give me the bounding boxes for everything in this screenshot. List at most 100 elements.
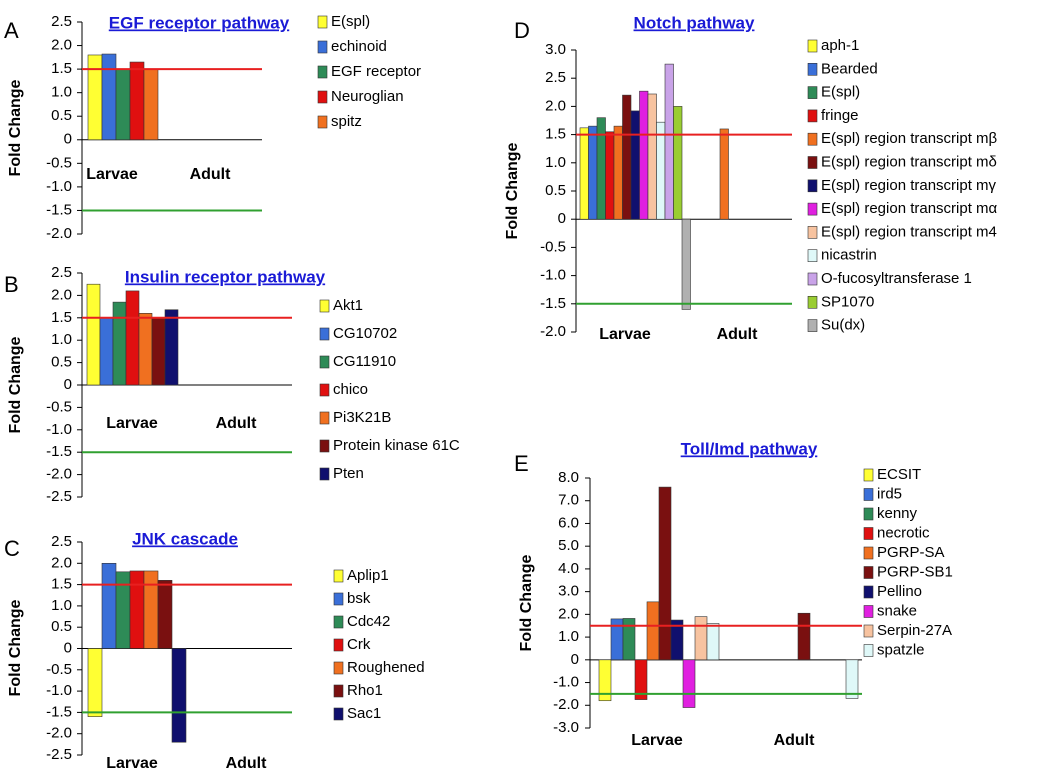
legend-entry: necrotic (877, 524, 930, 541)
y-tick-label: -2.0 (46, 466, 72, 483)
y-tick-label: 2.0 (51, 286, 72, 303)
legend-swatch (863, 585, 874, 599)
bar-pten-larvae (164, 309, 179, 386)
chart-title: EGF receptor pathway (109, 13, 290, 32)
y-tick-label: 1.5 (51, 60, 72, 77)
bar-e-spl-region-transcript-m--larvae (613, 125, 623, 220)
bar-e-spl-region-transcript-m4-larvae (647, 93, 657, 220)
legend-swatch (807, 132, 818, 146)
bar-pgrp-sb1-larvae (658, 486, 672, 661)
bar-bsk-larvae (101, 562, 117, 649)
bar-o-fucosyltransferase-1-larvae (664, 63, 674, 220)
bar-necrotic-larvae (634, 659, 648, 700)
legend-entry: aph-1 (821, 37, 859, 54)
legend-entry: O-fucosyltransferase 1 (821, 270, 972, 287)
legend-swatch (863, 507, 874, 521)
legend-entry: ECSIT (877, 466, 921, 483)
legend-entry: Cdc42 (347, 613, 390, 630)
y-tick-label: -1.0 (46, 178, 72, 195)
panel-B: B Insulin receptor pathway 2.5 2.0 1.5 1.0 0.5… (4, 264, 460, 505)
chart-title: Notch pathway (634, 13, 755, 32)
bar-spatzle-larvae (706, 623, 720, 661)
legend-swatch (807, 319, 818, 332)
y-axis-label: Fold Change (7, 599, 24, 696)
legend-swatch (333, 684, 344, 698)
y-tick-label: 1.5 (51, 576, 72, 593)
y-tick-label: -1.5 (46, 201, 72, 218)
y-tick-label: -1.5 (46, 703, 72, 720)
panel-letter: D (514, 18, 530, 43)
legend-entry: chico (333, 381, 368, 398)
legend-swatch (333, 661, 344, 675)
legend-entry: E(spl) region transcript m4 (821, 223, 997, 240)
y-tick-label: -2.0 (46, 725, 72, 742)
legend-entry: E(spl) region transcript mβ (821, 130, 998, 147)
legend-entry: Bearded (821, 60, 878, 77)
bar-e-spl-region-transcript-m--larvae (622, 94, 632, 220)
y-tick-label: 2.5 (51, 264, 72, 281)
y-tick-label: 1.0 (51, 597, 72, 614)
legend-entry: spitz (331, 113, 362, 130)
legend-entry: E(spl) region transcript mγ (821, 177, 997, 194)
bar-sp1070-larvae (673, 106, 683, 220)
y-tick-label: 0 (64, 131, 72, 148)
legend-swatch (863, 546, 874, 560)
legend-entry: E(spl) (821, 84, 860, 101)
legend-swatch (333, 592, 344, 606)
legend-swatch (807, 86, 818, 99)
legend-swatch (807, 62, 818, 76)
bar-roughened-larvae (143, 570, 159, 649)
legend-swatch (807, 39, 818, 53)
legend-entry: CG10702 (333, 325, 397, 342)
bar-pgrp-sa-larvae (646, 601, 660, 661)
y-tick-label: 2.0 (545, 97, 566, 114)
legend-swatch (863, 605, 874, 618)
y-tick-label: 0 (571, 651, 579, 668)
legend-entry: PGRP-SB1 (877, 563, 953, 580)
legend-swatch (317, 40, 328, 54)
bar-fringe-larvae (605, 131, 615, 220)
chart-title: Insulin receptor pathway (125, 267, 326, 286)
legend-entry: E(spl) (331, 13, 370, 30)
legend-swatch (317, 15, 328, 29)
y-tick-label: 0.5 (545, 182, 566, 199)
y-tick-label: -1.0 (540, 267, 566, 284)
category-label-adult: Adult (774, 732, 816, 749)
legend-swatch (333, 707, 344, 721)
y-tick-label: 2.0 (51, 554, 72, 571)
bar-snake-larvae (682, 659, 696, 708)
legend-entry: Pellino (877, 583, 922, 600)
bar-egf-receptor-larvae (115, 68, 131, 141)
legend-swatch (319, 439, 330, 453)
legend-swatch (333, 615, 344, 629)
bar-cdc42-larvae (115, 571, 131, 649)
bar-cg11910-larvae (112, 301, 127, 386)
legend-swatch (863, 527, 874, 540)
category-label-larvae: Larvae (631, 732, 683, 749)
chart-title: JNK cascade (132, 529, 238, 548)
legend-entry: Sac1 (347, 705, 381, 722)
bar-spatzle-adult (845, 659, 859, 699)
y-tick-label: -0.5 (46, 154, 72, 171)
bar-rho1-larvae (157, 580, 173, 649)
y-tick-label: 7.0 (558, 492, 579, 509)
legend-swatch (317, 90, 328, 104)
legend-swatch (317, 65, 328, 79)
y-tick-label: -2.5 (46, 488, 72, 505)
y-axis-label: Fold Change (518, 554, 535, 651)
legend-entry: snake (877, 602, 917, 619)
legend-entry: bsk (347, 590, 371, 607)
bar-e-spl-region-transcript-m--adult (719, 128, 729, 220)
category-label-adult: Adult (226, 755, 268, 771)
y-axis-label: Fold Change (7, 336, 24, 433)
panel-letter: C (4, 536, 20, 561)
bar-aph-1-larvae (579, 127, 589, 220)
y-tick-label: 0 (64, 376, 72, 393)
y-tick-label: 5.0 (558, 537, 579, 554)
legend-entry: PGRP-SA (877, 544, 945, 561)
bar-su-dx--larvae (681, 218, 691, 310)
y-tick-label: 4.0 (558, 560, 579, 577)
y-tick-label: -1.0 (46, 421, 72, 438)
category-label-adult: Adult (190, 166, 232, 183)
